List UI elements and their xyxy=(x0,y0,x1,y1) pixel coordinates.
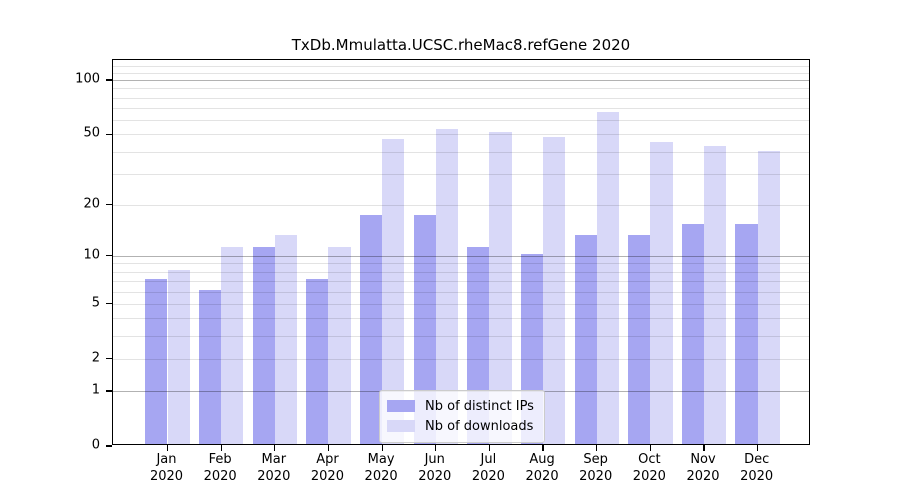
x-tick-label: Aug 2020 xyxy=(515,451,569,485)
bar-downloads xyxy=(328,246,351,444)
y-tick-mark xyxy=(106,203,112,206)
bar-distinct-ips xyxy=(252,246,275,444)
bar-distinct-ips xyxy=(628,234,651,444)
bar-distinct-ips xyxy=(198,289,222,444)
year-label: 2020 xyxy=(310,469,344,484)
month-label: Feb xyxy=(208,452,232,467)
bar-distinct-ips xyxy=(306,279,329,444)
y-tick-label: 2 xyxy=(91,350,100,366)
x-tick-mark xyxy=(757,445,759,451)
x-tick-mark xyxy=(166,445,169,451)
y-tick-label: 50 xyxy=(83,125,100,141)
chart-title: TxDb.Mmulatta.UCSC.rheMac8.refGene 2020 xyxy=(291,36,631,54)
legend-swatch-distinct-ips xyxy=(387,400,415,412)
x-tick-label: Sep 2020 xyxy=(569,451,623,485)
x-tick-label: Feb 2020 xyxy=(193,451,247,485)
x-tick-mark xyxy=(435,445,437,451)
year-label: 2020 xyxy=(579,469,613,484)
y-tick-mark xyxy=(106,133,112,135)
y-tick-mark xyxy=(106,445,112,447)
legend-label: Nb of distinct IPs xyxy=(425,398,534,414)
y-tick-label: 100 xyxy=(75,71,100,87)
legend: Nb of distinct IPs Nb of downloads xyxy=(379,390,545,443)
bar-downloads xyxy=(435,129,458,444)
year-label: 2020 xyxy=(364,469,398,484)
legend-swatch-downloads xyxy=(387,420,415,432)
x-tick-mark xyxy=(381,445,383,451)
y-tick-mark xyxy=(106,303,112,305)
bar-downloads xyxy=(543,137,566,444)
month-label: Dec xyxy=(744,452,770,467)
bar-downloads xyxy=(274,234,297,444)
x-tick-label: Jan 2020 xyxy=(140,451,194,485)
month-label: Nov xyxy=(690,452,716,467)
month-label: May xyxy=(367,452,395,467)
year-label: 2020 xyxy=(471,469,505,484)
y-tick-mark xyxy=(106,79,112,81)
year-label: 2020 xyxy=(740,469,774,484)
x-tick-mark xyxy=(220,445,222,451)
plot-area xyxy=(106,59,810,451)
x-tick-mark xyxy=(649,445,651,451)
bar-downloads xyxy=(650,142,673,444)
bar-downloads xyxy=(167,269,190,444)
bar-distinct-ips xyxy=(681,224,704,444)
x-tick-label: Jul 2020 xyxy=(461,451,515,485)
bar-downloads xyxy=(757,151,780,444)
year-label: 2020 xyxy=(632,469,666,484)
month-label: Jan xyxy=(156,452,177,467)
x-tick-label: Nov 2020 xyxy=(676,451,730,485)
month-label: Aug xyxy=(529,452,555,467)
month-label: Mar xyxy=(261,452,287,467)
bar-downloads xyxy=(704,145,727,444)
x-tick-mark xyxy=(274,445,276,451)
bar-downloads xyxy=(382,138,405,444)
legend-row: Nb of downloads xyxy=(387,416,535,436)
legend-label: Nb of downloads xyxy=(425,418,534,434)
year-label: 2020 xyxy=(418,469,452,484)
month-label: Jul xyxy=(480,452,497,467)
x-tick-mark xyxy=(488,445,490,451)
year-label: 2020 xyxy=(149,469,184,484)
bar-downloads xyxy=(221,246,244,444)
x-tick-label: Apr 2020 xyxy=(300,451,354,485)
x-tick-mark xyxy=(703,445,705,451)
y-tick-mark xyxy=(106,358,112,360)
year-label: 2020 xyxy=(686,469,720,484)
y-tick-label: 0 xyxy=(91,437,100,453)
bar-downloads xyxy=(596,111,619,444)
x-tick-label: May 2020 xyxy=(354,451,408,485)
x-tick-mark xyxy=(327,445,330,451)
bar-distinct-ips xyxy=(574,234,597,444)
month-label: Apr xyxy=(316,452,339,467)
bar-distinct-ips xyxy=(145,279,168,444)
bar-downloads xyxy=(489,132,512,444)
x-tick-mark xyxy=(542,445,544,451)
year-label: 2020 xyxy=(257,469,291,484)
x-tick-label: Mar 2020 xyxy=(247,451,301,485)
month-label: Oct xyxy=(638,452,661,467)
y-tick-label: 10 xyxy=(83,247,100,263)
month-label: Jun xyxy=(424,452,445,467)
bar-distinct-ips xyxy=(413,214,436,444)
y-tick-label: 1 xyxy=(91,382,100,398)
x-tick-mark xyxy=(596,445,598,451)
year-label: 2020 xyxy=(203,469,237,484)
bars-layer xyxy=(113,60,809,444)
month-label: Sep xyxy=(583,452,608,467)
year-label: 2020 xyxy=(525,469,559,484)
bar-distinct-ips xyxy=(359,214,383,444)
y-tick-label: 20 xyxy=(83,196,100,212)
y-tick-mark xyxy=(106,255,112,257)
x-tick-label: Jun 2020 xyxy=(408,451,462,485)
y-tick-mark xyxy=(106,390,112,392)
bar-distinct-ips xyxy=(735,224,758,444)
x-tick-label: Dec 2020 xyxy=(730,451,784,485)
y-tick-label: 5 xyxy=(91,295,100,311)
tick-layer xyxy=(106,60,809,451)
legend-row: Nb of distinct IPs xyxy=(387,396,535,416)
x-tick-label: Oct 2020 xyxy=(622,451,676,485)
